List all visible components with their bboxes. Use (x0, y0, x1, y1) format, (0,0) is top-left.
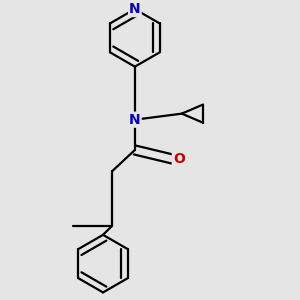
Text: O: O (173, 152, 185, 166)
Text: N: N (129, 113, 141, 127)
Text: N: N (129, 2, 141, 16)
